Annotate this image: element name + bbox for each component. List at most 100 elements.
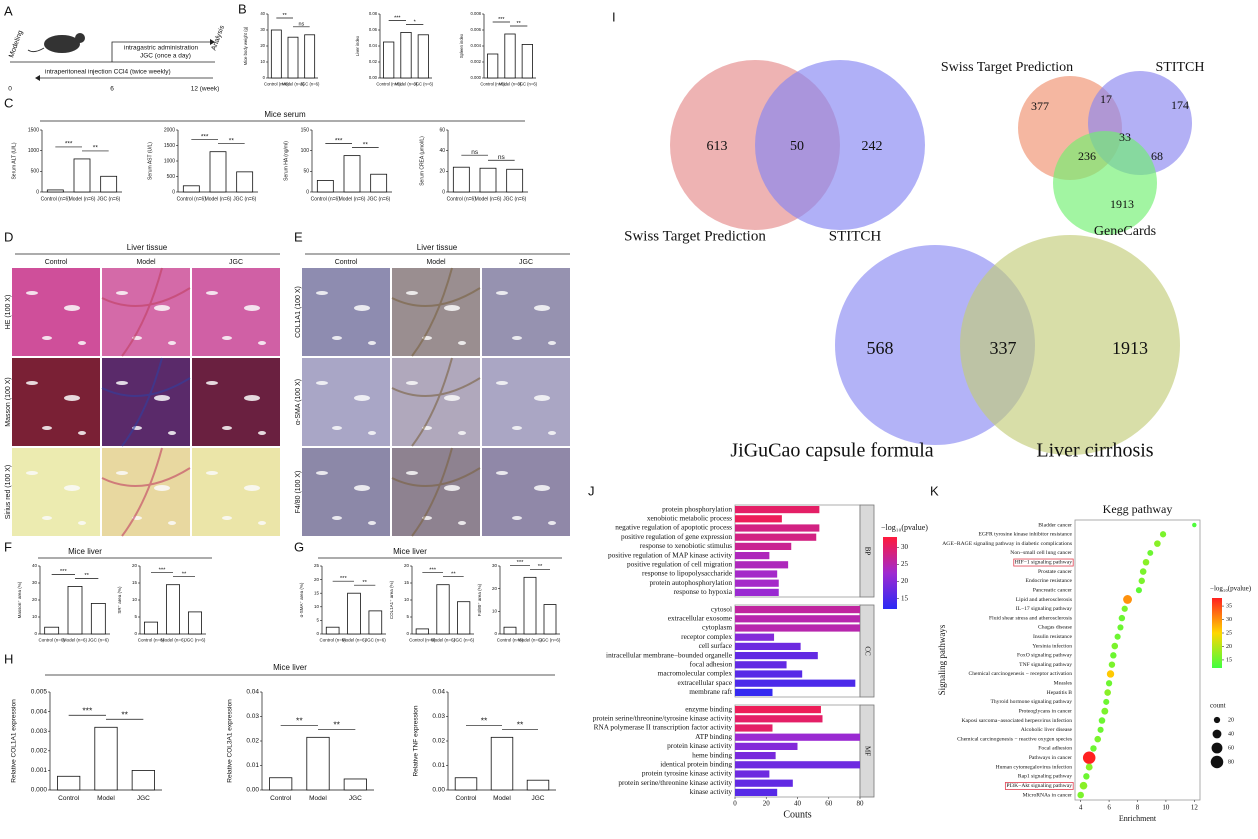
venn-count: 1913 [1110, 197, 1134, 211]
y-tick-label: protein tyrosine kinase activity [642, 769, 733, 778]
y-tick-label: 150 [301, 127, 310, 133]
bar [67, 586, 83, 635]
bar [504, 33, 516, 79]
dot [1111, 642, 1119, 650]
bar [735, 515, 782, 523]
y-tick-label: response to lipopolysaccharide [642, 569, 732, 578]
size-legend-label: 80 [1228, 759, 1234, 765]
y-tick-label: protein serine/threonine kinase activity [618, 778, 732, 787]
y-tick-label: 0 [494, 631, 497, 636]
vessel [26, 381, 38, 385]
dot [1154, 540, 1161, 547]
histology-image [12, 448, 100, 536]
vessel [116, 381, 128, 385]
vessel [332, 516, 342, 520]
panel-letter: C [4, 95, 13, 110]
vessel [78, 341, 86, 345]
dot [1105, 680, 1113, 687]
y-tick-label: 0 [134, 631, 137, 636]
y-tick-label: 0 [172, 189, 175, 195]
vessel [154, 305, 170, 311]
vessel [496, 381, 508, 385]
y-tick-label: 50 [303, 169, 309, 175]
colorbar-label: 25 [1226, 630, 1232, 636]
bar [287, 36, 299, 79]
bar [270, 29, 282, 79]
vessel [354, 305, 370, 311]
row-label: COL1A1 (100 X) [295, 286, 302, 338]
y-axis-label: Serum CREA (μmol/L) [419, 136, 425, 186]
y-tick-label: protein autophosphorylation [650, 578, 733, 587]
column-label: JGC [229, 259, 243, 266]
vessel [168, 521, 176, 525]
colorbar-label: 25 [901, 560, 909, 568]
y-axis-label: COL1A1⁺ area (%) [389, 580, 394, 619]
x-tick-label: Control (n=6) [138, 638, 165, 643]
dot [1090, 745, 1097, 752]
vessel [64, 395, 80, 401]
dot [1147, 549, 1154, 556]
bar [347, 592, 361, 635]
x-tick-label: 8 [1136, 804, 1140, 812]
panel-letter: I [612, 9, 616, 24]
bar [735, 724, 773, 732]
bar [735, 715, 823, 723]
dot [1110, 652, 1117, 659]
y-tick-label: ATP binding [695, 732, 732, 741]
y-tick-label: Thyroid hormone signaling pathway [990, 699, 1072, 705]
colorbar-label: 35 [1226, 603, 1232, 609]
x-tick-label: 0 [733, 800, 737, 808]
y-tick-label: Chagas disease [1038, 625, 1073, 631]
vessel [222, 426, 232, 430]
y-tick-label: 0.01 [246, 762, 259, 769]
vessel [354, 485, 370, 491]
bar [94, 726, 118, 791]
colorbar [1212, 598, 1222, 668]
bar [735, 506, 820, 514]
vessel [206, 381, 218, 385]
timeline-arrow [10, 41, 215, 79]
y-tick-label: Alcoholic liver disease [1021, 727, 1073, 733]
histology-image [482, 268, 570, 356]
y-tick-label: negative regulation of apoptotic process [615, 523, 732, 532]
timeline-label: JGC (once a day) [140, 53, 191, 60]
x-tick-label: Control [456, 795, 478, 802]
y-tick-label: 15 [314, 590, 320, 595]
dot [1082, 751, 1096, 765]
y-tick-label: 20 [492, 586, 498, 591]
y-tick-label: 10 [492, 609, 498, 614]
significance-label: ** [363, 141, 369, 148]
vessel [548, 341, 556, 345]
significance-label: ** [182, 572, 187, 578]
significance-label: ** [296, 716, 303, 726]
vessel [206, 471, 218, 475]
panel-title: Liver tissue [417, 243, 458, 252]
y-tick-label: 1500 [28, 127, 39, 133]
bar [182, 185, 200, 193]
bar [236, 171, 254, 193]
y-axis-label: Spleen index [459, 33, 464, 58]
x-tick-label: Control (n=6) [264, 81, 289, 86]
dot [1079, 781, 1088, 790]
vessel [316, 381, 328, 385]
panel-letter: B [238, 1, 247, 16]
y-tick-label: xenobiotic metabolic process [647, 513, 732, 522]
bar [368, 610, 383, 635]
y-tick-label: positive regulation of gene expression [621, 532, 732, 541]
y-tick-label: FoxO signaling pathway [1017, 653, 1072, 659]
bar [479, 167, 497, 193]
bar [735, 642, 801, 650]
vessel [458, 341, 466, 345]
x-tick-label: Model (n=6) [518, 638, 543, 643]
bar [457, 601, 471, 635]
mouse-icon [27, 47, 45, 53]
y-tick-label: HIF−1 signaling pathway [1015, 560, 1072, 566]
x-tick-label: Model [97, 795, 115, 802]
x-tick-label: JGC (n=6) [88, 638, 109, 643]
vessel [116, 471, 128, 475]
venn-label: JiGuCao capsule formula [730, 440, 933, 462]
x-tick-label: 10 [1162, 804, 1170, 812]
vessel [222, 336, 232, 340]
vessel [332, 336, 342, 340]
x-tick-label: JGC (n=6) [365, 638, 386, 643]
